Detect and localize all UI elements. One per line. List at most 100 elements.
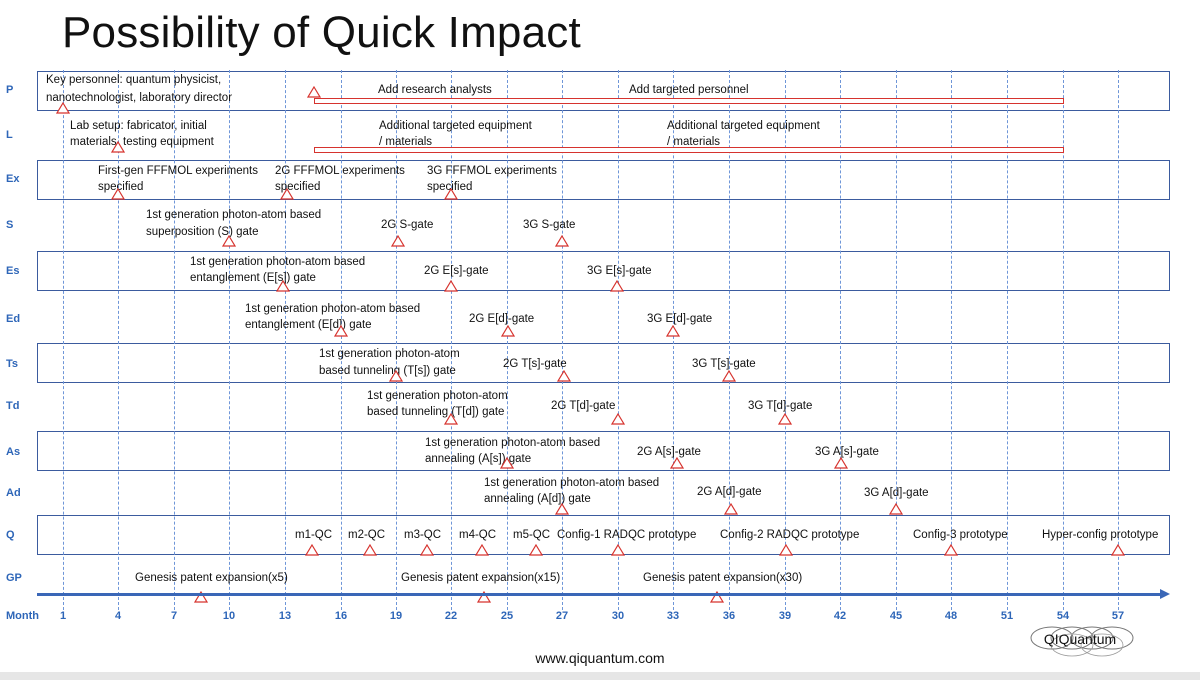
row-label-l: L — [6, 129, 13, 141]
row-band-ex — [37, 160, 1170, 200]
q-m4-qc: m4-QC — [459, 529, 497, 541]
milestone-triangle-icon — [420, 544, 434, 556]
month-tick-16: 16 — [334, 610, 348, 622]
milestone-triangle-icon — [501, 325, 515, 337]
page-title: Possibility of Quick Impact — [62, 8, 581, 57]
row-label-gp: GP — [6, 572, 22, 584]
month-gridline-1 — [63, 70, 64, 610]
month-tick-1: 1 — [59, 610, 67, 622]
ts-1st-gen-line2: based tunneling (T[s]) gate — [319, 365, 456, 377]
p-add-research-analysts: Add research analysts — [378, 84, 492, 96]
ex-3g-line2: specified — [427, 181, 473, 193]
row-label-as: As — [6, 446, 21, 458]
milestone-triangle-icon — [276, 280, 290, 292]
milestone-triangle-icon — [444, 280, 458, 292]
milestone-triangle-icon — [611, 544, 625, 556]
milestone-triangle-icon — [778, 413, 792, 425]
timeline-arrow-icon — [1160, 589, 1170, 599]
ex-2g-line1: 2G FFFMOL experiments — [275, 165, 405, 177]
milestone-triangle-icon — [944, 544, 958, 556]
month-gridline-10 — [229, 70, 230, 610]
milestone-triangle-icon — [334, 325, 348, 337]
td-1st-gen-line2: based tunneling (T[d]) gate — [367, 406, 505, 418]
ed-1st-gen-line1: 1st generation photon-atom based — [245, 303, 421, 315]
milestone-triangle-icon — [1111, 544, 1125, 556]
milestone-triangle-icon — [444, 188, 458, 200]
milestone-triangle-icon — [724, 503, 738, 515]
milestone-triangle-icon — [529, 544, 543, 556]
milestone-triangle-icon — [670, 457, 684, 469]
ed-1st-gen-line2: entanglement (E[d]) gate — [245, 319, 372, 331]
milestone-triangle-icon — [222, 235, 236, 247]
ex-3g-line1: 3G FFFMOL experiments — [427, 165, 557, 177]
row-band-p — [37, 71, 1170, 111]
q-config-1: Config-1 RADQC prototype — [557, 529, 697, 541]
l-additional-equipment-2-line1: Additional targeted equipment — [667, 120, 820, 132]
milestone-triangle-icon — [111, 141, 125, 153]
row-label-p: P — [6, 84, 14, 96]
month-tick-39: 39 — [778, 610, 792, 622]
s-1st-gen-line1: 1st generation photon-atom based — [146, 209, 322, 221]
month-gridline-54 — [1063, 70, 1064, 610]
gp-expansion-x15: Genesis patent expansion(x15) — [401, 572, 561, 584]
month-tick-19: 19 — [389, 610, 403, 622]
bottom-strip — [0, 672, 1200, 680]
milestone-triangle-icon — [444, 413, 458, 425]
month-tick-51: 51 — [1000, 610, 1014, 622]
milestone-triangle-icon — [611, 413, 625, 425]
q-hyper-config: Hyper-config prototype — [1042, 529, 1159, 541]
p-key-personnel-line1: Key personnel: quantum physicist, — [46, 74, 222, 86]
ad-2g-gate: 2G A[d]-gate — [697, 486, 762, 498]
ts-2g-gate: 2G T[s]-gate — [503, 358, 567, 370]
p-add-targeted-personnel: Add targeted personnel — [629, 84, 749, 96]
month-tick-42: 42 — [833, 610, 847, 622]
milestone-triangle-icon — [555, 503, 569, 515]
row-label-ad: Ad — [6, 487, 21, 499]
row-band-es — [37, 251, 1170, 291]
row-band-q — [37, 515, 1170, 555]
q-m3-qc: m3-QC — [404, 529, 442, 541]
month-tick-45: 45 — [889, 610, 903, 622]
q-config-3: Config-3 prototype — [913, 529, 1008, 541]
s-2g-gate: 2G S-gate — [381, 219, 434, 231]
milestone-triangle-icon — [363, 544, 377, 556]
month-gridline-13 — [285, 70, 286, 610]
ts-1st-gen-line1: 1st generation photon-atom — [319, 348, 460, 360]
l-additional-equipment-1-line1: Additional targeted equipment — [379, 120, 532, 132]
row-label-ex: Ex — [6, 173, 20, 185]
l-lab-setup-line2: materials, testing equipment — [70, 136, 214, 148]
milestone-triangle-icon — [722, 370, 736, 382]
month-axis-label: Month — [6, 610, 39, 622]
milestone-triangle-icon — [834, 457, 848, 469]
l-lab-setup-line1: Lab setup: fabricator, initial — [70, 120, 207, 132]
gp-expansion-x30: Genesis patent expansion(x30) — [643, 572, 803, 584]
as-1st-gen-line2: annealing (A[s]) gate — [425, 453, 532, 465]
l-additional-equipment-2-line2: / materials — [667, 136, 721, 148]
month-gridline-22 — [451, 70, 452, 610]
month-gridline-51 — [1007, 70, 1008, 610]
month-gridline-45 — [896, 70, 897, 610]
milestone-triangle-icon — [666, 325, 680, 337]
milestone-triangle-icon — [889, 503, 903, 515]
td-1st-gen-line1: 1st generation photon-atom — [367, 390, 508, 402]
timeline-axis — [37, 593, 1162, 596]
month-tick-22: 22 — [444, 610, 458, 622]
milestone-triangle-icon — [111, 188, 125, 200]
row-label-es: Es — [6, 265, 20, 277]
q-m1-qc: m1-QC — [295, 529, 333, 541]
row-label-ts: Ts — [6, 358, 19, 370]
as-2g-gate: 2G A[s]-gate — [637, 446, 701, 458]
month-gridline-25 — [507, 70, 508, 610]
milestone-triangle-icon — [280, 188, 294, 200]
month-gridline-48 — [951, 70, 952, 610]
as-1st-gen-line1: 1st generation photon-atom based — [425, 437, 601, 449]
row-label-td: Td — [6, 400, 20, 412]
row-band-as — [37, 431, 1170, 471]
month-tick-7: 7 — [170, 610, 178, 622]
milestone-triangle-icon — [779, 544, 793, 556]
month-tick-48: 48 — [944, 610, 958, 622]
month-gridline-16 — [341, 70, 342, 610]
month-gridline-27 — [562, 70, 563, 610]
milestone-triangle-icon — [710, 591, 724, 603]
month-tick-13: 13 — [278, 610, 292, 622]
